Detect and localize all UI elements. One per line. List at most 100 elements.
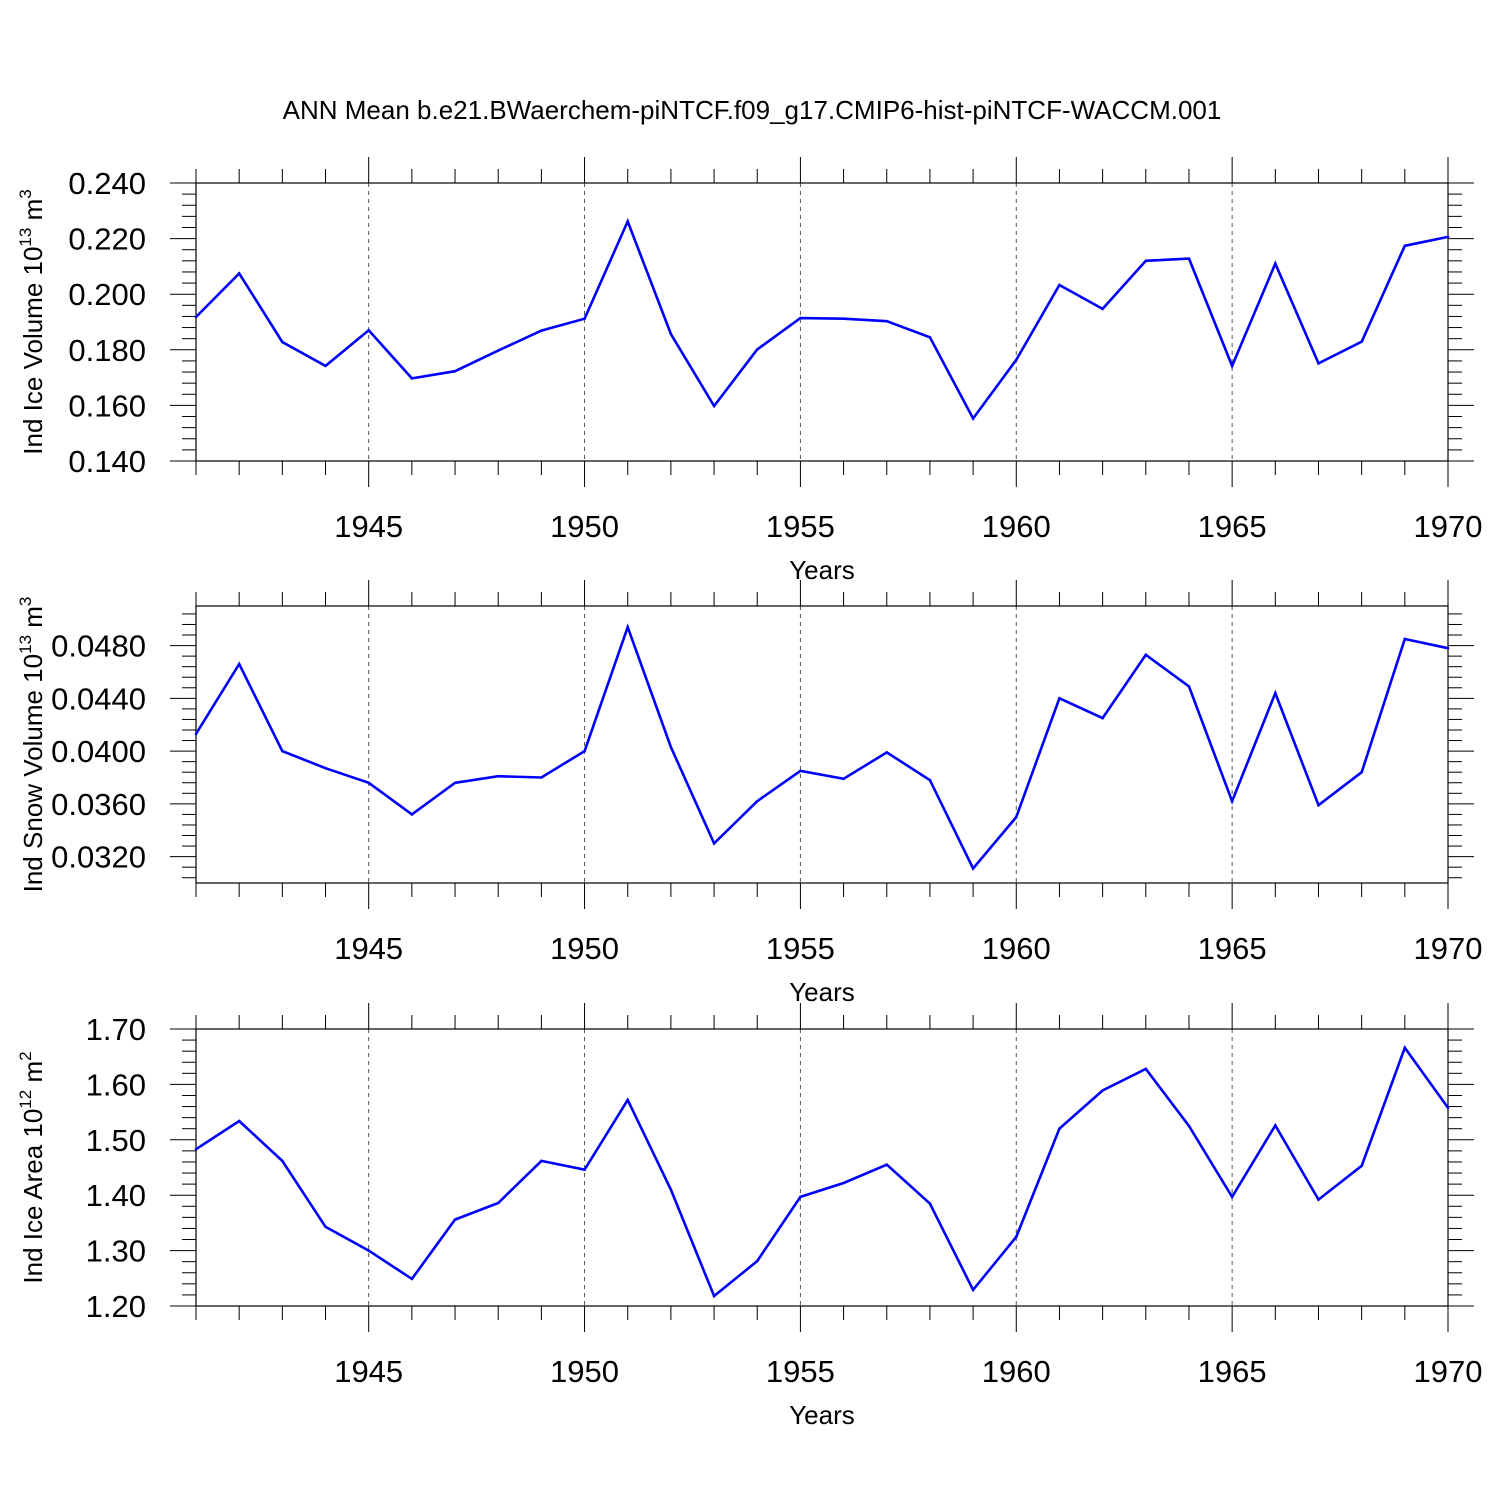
x-tick-label: 1965 bbox=[1198, 931, 1267, 966]
plot-frame bbox=[195, 1028, 1449, 1307]
x-tick-label: 1950 bbox=[550, 931, 619, 966]
data-point bbox=[1403, 637, 1407, 641]
data-point bbox=[1403, 1046, 1407, 1050]
data-point bbox=[237, 272, 241, 275]
data-point bbox=[799, 1195, 802, 1199]
y-tick-label: 1.30 bbox=[86, 1234, 146, 1269]
chart-title: ANN Mean b.e21.BWaerchem-piNTCF.f09_g17.… bbox=[283, 95, 1222, 125]
data-point bbox=[842, 1181, 845, 1185]
chart-panel-3: 1.20 1.30 1.40 1.50 1.60 1.70 1945 1950 1955 1960… bbox=[16, 1003, 1482, 1430]
data-point bbox=[1317, 1198, 1320, 1201]
x-tick-label: 1960 bbox=[982, 509, 1051, 544]
data-point bbox=[1014, 1235, 1018, 1239]
data-point bbox=[194, 1147, 198, 1151]
data-point bbox=[1317, 362, 1320, 365]
y-axis-label-ylabel-unit: m bbox=[18, 606, 48, 635]
y-axis-label-ylabel: Ind Snow Volume 10 bbox=[18, 654, 48, 893]
data-point bbox=[281, 749, 284, 753]
data-point bbox=[1058, 697, 1061, 700]
y-axis-label-ylabel-unit: m bbox=[18, 199, 48, 228]
x-tick-label: 1945 bbox=[334, 931, 403, 966]
data-point bbox=[1101, 716, 1104, 720]
data-point bbox=[1144, 259, 1148, 263]
data-point bbox=[842, 317, 845, 320]
y-axis-label-ylabel: Ind Ice Area 10 bbox=[18, 1109, 48, 1284]
data-point bbox=[1446, 646, 1450, 650]
data-point bbox=[540, 1159, 543, 1163]
data-point bbox=[755, 799, 759, 803]
data-point bbox=[1274, 691, 1277, 695]
data-point bbox=[1144, 653, 1148, 657]
data-point bbox=[1144, 1067, 1148, 1071]
data-point bbox=[885, 319, 889, 323]
data-point bbox=[626, 220, 630, 223]
x-tick-label: 1965 bbox=[1198, 1354, 1267, 1389]
data-point bbox=[1058, 283, 1061, 287]
data-point bbox=[453, 1218, 457, 1221]
data-point bbox=[496, 774, 500, 778]
x-axis-label: Years bbox=[789, 555, 855, 585]
y-tick-label: 0.0320 bbox=[51, 840, 146, 875]
data-point bbox=[1230, 1195, 1234, 1199]
data-point bbox=[712, 1294, 716, 1298]
data-point bbox=[885, 1163, 889, 1167]
data-point bbox=[712, 404, 716, 408]
y-axis-label-ylabel-unit-exp: 3 bbox=[16, 189, 35, 198]
y-axis-label: Ind Snow Volume 1013 m3 bbox=[16, 597, 48, 893]
y-tick-label: 1.70 bbox=[86, 1012, 146, 1047]
data-point bbox=[799, 769, 802, 773]
y-tick-label: 0.180 bbox=[68, 333, 146, 368]
data-point bbox=[1274, 1124, 1277, 1127]
data-point bbox=[410, 1277, 414, 1281]
y-tick-label: 0.200 bbox=[68, 277, 146, 312]
data-point bbox=[885, 751, 889, 754]
y-tick-label: 0.160 bbox=[68, 388, 146, 423]
data-point bbox=[410, 377, 414, 380]
y-tick-label: 1.50 bbox=[86, 1123, 146, 1158]
y-tick-label: 1.40 bbox=[86, 1178, 146, 1213]
data-point bbox=[540, 776, 543, 779]
x-axis-label: Years bbox=[789, 1400, 855, 1430]
data-point bbox=[1446, 235, 1450, 239]
y-tick-label: 0.220 bbox=[68, 222, 146, 257]
data-point bbox=[367, 1249, 370, 1252]
y-axis-label-ylabel-exp: 12 bbox=[16, 1090, 35, 1109]
data-point bbox=[324, 766, 327, 770]
data-point bbox=[669, 745, 673, 749]
y-axis-label-ylabel-unit: m bbox=[18, 1061, 48, 1090]
data-point bbox=[1274, 262, 1277, 265]
data-point bbox=[1360, 1164, 1363, 1168]
data-point bbox=[971, 1288, 975, 1292]
data-point bbox=[194, 315, 198, 319]
x-tick-label: 1970 bbox=[1414, 509, 1483, 544]
data-point bbox=[1360, 340, 1363, 344]
data-point bbox=[1101, 307, 1104, 311]
data-point bbox=[1403, 244, 1407, 248]
x-tick-label: 1960 bbox=[982, 931, 1051, 966]
data-point bbox=[669, 1188, 673, 1191]
x-tick-label: 1945 bbox=[334, 1354, 403, 1389]
data-point bbox=[583, 317, 586, 320]
y-axis-label-ylabel-unit-exp: 3 bbox=[16, 597, 35, 606]
y-tick-label: 0.0480 bbox=[51, 629, 146, 664]
data-point bbox=[755, 348, 759, 351]
y-tick-label: 0.140 bbox=[68, 444, 146, 479]
panels: 0.140 0.160 0.180 0.200 0.220 0.240 1945 1950 19… bbox=[16, 157, 1482, 1430]
x-tick-label: 1945 bbox=[334, 509, 403, 544]
data-point bbox=[799, 316, 802, 320]
plot-frame bbox=[195, 605, 1449, 884]
data-point bbox=[1317, 803, 1320, 807]
y-tick-label: 0.0360 bbox=[51, 787, 146, 822]
data-point bbox=[1014, 358, 1018, 362]
series-line bbox=[195, 1045, 1450, 1299]
plot-frame bbox=[195, 182, 1449, 462]
x-tick-label: 1950 bbox=[550, 509, 619, 544]
data-point bbox=[496, 1201, 500, 1205]
y-axis-label-ylabel-unit-exp: 2 bbox=[16, 1051, 35, 1060]
series-line bbox=[194, 623, 1449, 871]
data-point bbox=[1230, 799, 1234, 803]
data-point bbox=[324, 364, 327, 368]
y-axis-label-ylabel-exp: 13 bbox=[16, 228, 35, 247]
y-tick-label: 0.0400 bbox=[51, 734, 146, 769]
